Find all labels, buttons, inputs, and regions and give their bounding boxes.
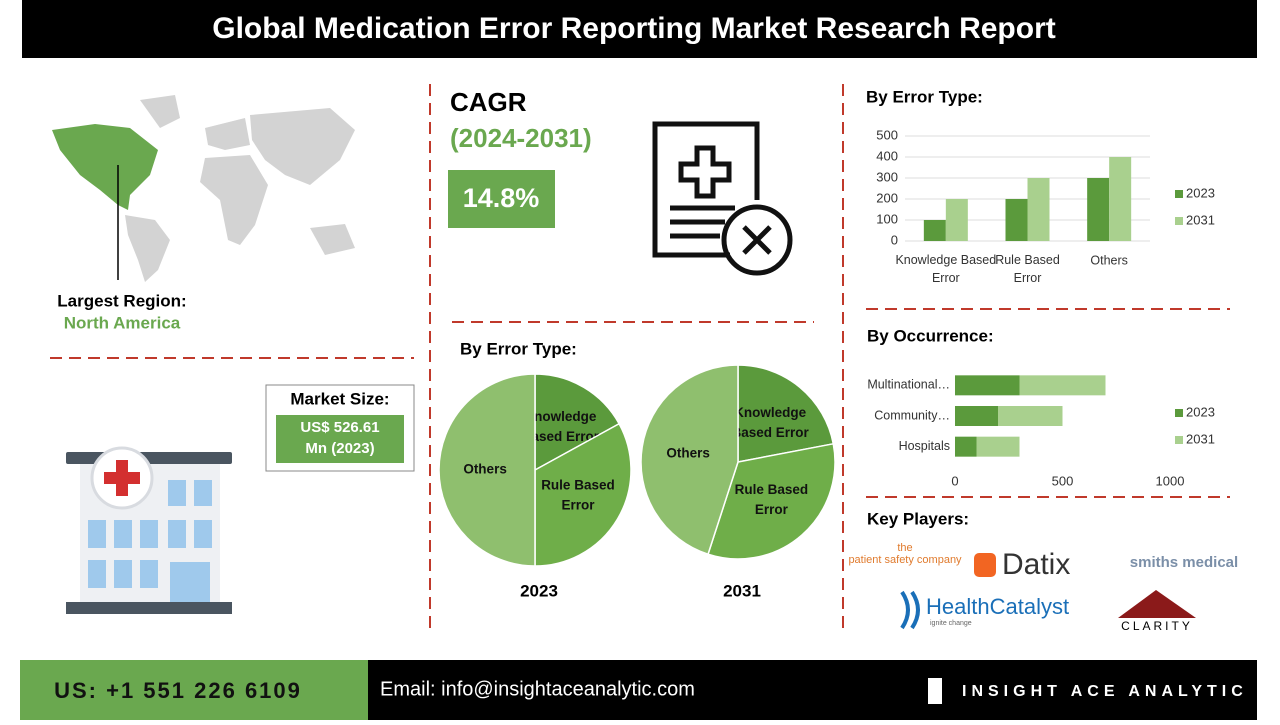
player-logo: CLARITY	[1121, 619, 1193, 633]
australia	[310, 224, 355, 255]
bar	[976, 436, 1020, 457]
y-tick-label: 500	[876, 127, 898, 142]
x-tick-label: 0	[951, 473, 958, 488]
brand-mark	[928, 678, 942, 704]
logo-mark	[1118, 590, 1196, 618]
player-logo: the patient safety company	[848, 542, 962, 566]
player-logo: smiths medical	[1130, 554, 1238, 571]
pie-subtitle: 2031	[723, 581, 761, 600]
legend-label: 2023	[1186, 185, 1215, 200]
title: Global Medication Error Reporting Market…	[212, 12, 1056, 45]
pie-slice	[534, 373, 621, 472]
x-tick-label: Knowledge Based Error	[895, 253, 996, 285]
chart-title: By Error Type:	[866, 87, 983, 106]
pie-slice	[737, 364, 835, 463]
player-logo: Datix	[1002, 548, 1070, 581]
y-tick-label: Multinational…	[867, 378, 950, 392]
north-america	[52, 124, 158, 210]
legend-label: 2031	[1186, 431, 1215, 446]
region-label: Largest Region:	[57, 291, 186, 310]
y-tick-label: 0	[891, 232, 898, 247]
bar	[955, 436, 977, 457]
slice-label: Knowledge Based Error	[732, 405, 810, 440]
bar	[945, 199, 968, 241]
logo-mark	[974, 553, 996, 577]
cross	[104, 472, 140, 484]
legend-swatch	[1175, 217, 1183, 225]
footer-bar	[368, 660, 1257, 720]
asia	[250, 108, 355, 185]
africa	[200, 155, 268, 245]
footer-phone-box	[20, 660, 368, 720]
email: Email: info@insightaceanalytic.com	[380, 678, 695, 700]
bar	[1087, 178, 1110, 241]
brand: INSIGHT ACE ANALYTIC	[962, 683, 1248, 700]
x-tick-label: Rule Based Error	[995, 253, 1060, 285]
chart-title: By Error Type:	[460, 339, 577, 358]
windows	[88, 480, 212, 602]
bar	[1109, 157, 1132, 241]
hospital-icon	[66, 446, 232, 614]
slice-label: Knowledge Based Error	[522, 409, 600, 444]
report-icon	[652, 121, 793, 276]
market-value: US$ 526.61 Mn (2023)	[300, 419, 379, 457]
pie-slice	[707, 442, 836, 560]
europe	[205, 118, 250, 150]
header-bar	[22, 0, 1257, 58]
x-tick-label: Others	[1090, 253, 1128, 267]
key-players-title: Key Players:	[867, 509, 969, 528]
south-america	[125, 215, 170, 282]
x-tick-label: 500	[1052, 473, 1074, 488]
x-tick-label: 1000	[1156, 473, 1185, 488]
world-map	[52, 95, 355, 282]
slice-label: Others	[666, 446, 710, 461]
cagr-box	[448, 170, 555, 228]
player-tagline: ignite change	[930, 620, 972, 627]
chart-title: By Occurrence:	[867, 326, 994, 345]
cagr-label: CAGR	[450, 87, 527, 117]
phone: US: +1 551 226 6109	[54, 678, 302, 703]
slice-label: Others	[463, 462, 507, 477]
logo-mark	[900, 590, 920, 630]
legend-swatch	[1175, 190, 1183, 198]
pie-slice	[438, 373, 536, 567]
bar	[1019, 375, 1106, 396]
market-value-box	[276, 415, 404, 463]
y-tick-label: 100	[876, 211, 898, 226]
pie-slice	[640, 364, 739, 556]
cagr-period: (2024-2031)	[450, 123, 592, 153]
bar	[1027, 178, 1050, 241]
y-tick-label: 400	[876, 148, 898, 163]
pie-subtitle: 2023	[520, 581, 558, 600]
bar	[923, 220, 946, 241]
y-tick-label: Community…	[874, 408, 950, 422]
bar	[998, 406, 1063, 426]
region-value: North America	[64, 313, 181, 332]
slice-label: Rule Based Error	[541, 477, 615, 512]
legend-swatch	[1175, 409, 1183, 417]
slice-label: Rule Based Error	[735, 481, 809, 516]
y-tick-label: 300	[876, 169, 898, 184]
y-tick-label: 200	[876, 190, 898, 205]
legend-label: 2031	[1186, 212, 1215, 227]
legend-swatch	[1175, 436, 1183, 444]
market-label: Market Size:	[290, 389, 389, 408]
player-logo: HealthCatalyst	[926, 594, 1069, 619]
legend-label: 2023	[1186, 404, 1215, 419]
bar	[955, 375, 1020, 396]
y-tick-label: Hospitals	[899, 439, 950, 453]
pie-slice	[534, 422, 632, 567]
greenland	[140, 95, 180, 128]
bar	[955, 406, 998, 426]
base	[66, 602, 232, 614]
bar	[1005, 199, 1028, 241]
cagr-value: 14.8%	[463, 183, 540, 213]
